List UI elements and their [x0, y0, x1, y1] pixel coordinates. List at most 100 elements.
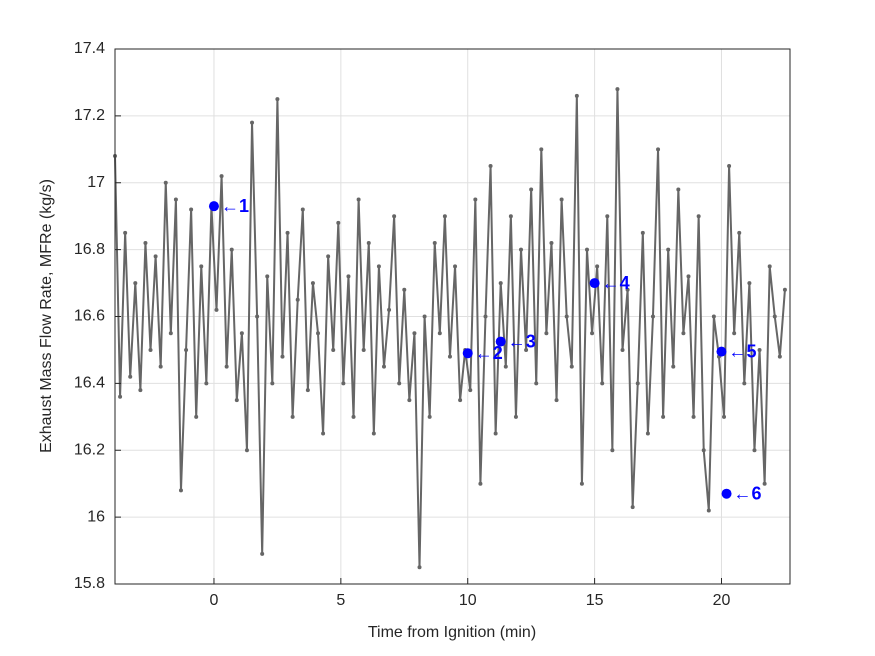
data-point: [584, 247, 589, 252]
data-point: [178, 488, 183, 493]
data-point: [544, 331, 549, 336]
data-point: [244, 448, 249, 453]
highlight-point: [716, 346, 727, 357]
data-point: [346, 274, 351, 279]
data-point: [199, 264, 204, 269]
data-point: [727, 164, 732, 169]
highlight-label: ←2: [475, 343, 503, 363]
data-point: [427, 414, 432, 419]
data-point: [681, 331, 686, 336]
data-point: [417, 565, 422, 570]
data-point: [133, 281, 138, 286]
highlight-label: ←3: [508, 331, 536, 351]
data-point: [701, 448, 706, 453]
data-point: [569, 364, 574, 369]
data-point: [579, 481, 584, 486]
y-tick-label: 17.4: [74, 40, 105, 57]
y-tick-label: 16.8: [74, 241, 105, 258]
data-point: [295, 297, 300, 302]
data-point: [737, 230, 742, 235]
data-point: [356, 197, 361, 202]
data-point: [250, 120, 255, 125]
data-point: [615, 87, 620, 92]
data-point: [305, 388, 310, 393]
highlight-point: [495, 336, 506, 347]
data-point: [402, 287, 407, 292]
data-point: [767, 264, 772, 269]
data-point: [625, 287, 630, 292]
data-point: [671, 364, 676, 369]
data-point: [341, 381, 346, 386]
highlight-label: ←4: [602, 273, 630, 293]
data-point: [407, 398, 412, 403]
data-point: [224, 364, 229, 369]
data-point: [503, 364, 508, 369]
data-point: [168, 331, 173, 336]
data-point: [483, 314, 488, 319]
data-point: [534, 381, 539, 386]
data-point: [260, 551, 265, 556]
data-point: [381, 364, 386, 369]
data-point: [757, 347, 762, 352]
highlight-label: ←1: [221, 196, 249, 216]
data-point: [158, 364, 163, 369]
data-point: [412, 331, 417, 336]
data-point: [645, 431, 650, 436]
data-point: [118, 394, 123, 399]
highlight-label: ←5: [728, 341, 756, 361]
data-point: [432, 240, 437, 245]
y-tick-label: 16: [87, 508, 105, 525]
data-point: [361, 347, 366, 352]
data-point: [321, 431, 326, 436]
data-point: [163, 180, 168, 185]
data-point: [194, 414, 199, 419]
data-point: [529, 187, 534, 192]
data-point: [488, 164, 493, 169]
data-point: [610, 448, 615, 453]
y-tick-label: 16.4: [74, 375, 105, 392]
data-point: [605, 214, 610, 219]
data-point: [397, 381, 402, 386]
data-point: [371, 431, 376, 436]
data-point: [442, 214, 447, 219]
y-tick-label: 17.2: [74, 107, 105, 124]
data-point: [559, 197, 564, 202]
data-point: [173, 197, 178, 202]
data-point: [453, 264, 458, 269]
data-point: [640, 230, 645, 235]
data-point: [153, 254, 158, 259]
data-point: [376, 264, 381, 269]
data-point: [524, 347, 529, 352]
data-point: [747, 281, 752, 286]
data-point: [600, 381, 605, 386]
data-point: [650, 314, 655, 319]
data-point: [630, 505, 635, 510]
data-point: [219, 174, 224, 179]
y-tick-label: 16.2: [74, 441, 105, 458]
data-point: [772, 314, 777, 319]
x-tick-label: 0: [210, 592, 219, 609]
data-point: [762, 481, 767, 486]
data-point: [270, 381, 275, 386]
data-point: [336, 220, 341, 225]
data-point: [128, 374, 133, 379]
data-point: [310, 281, 315, 286]
y-axis-label: Exhaust Mass Flow Rate, MFRe (kg/s): [38, 179, 55, 453]
data-point: [316, 331, 321, 336]
data-point: [574, 93, 579, 98]
data-point: [204, 381, 209, 386]
data-point: [458, 398, 463, 403]
data-point: [549, 240, 554, 245]
data-point: [554, 398, 559, 403]
data-point: [138, 388, 143, 393]
x-axis-label: Time from Ignition (min): [368, 624, 536, 641]
data-point: [473, 197, 478, 202]
data-point: [422, 314, 427, 319]
data-point: [143, 240, 148, 245]
data-point: [686, 274, 691, 279]
y-tick-label: 17: [87, 174, 105, 191]
data-point: [265, 274, 270, 279]
data-point: [280, 354, 285, 359]
